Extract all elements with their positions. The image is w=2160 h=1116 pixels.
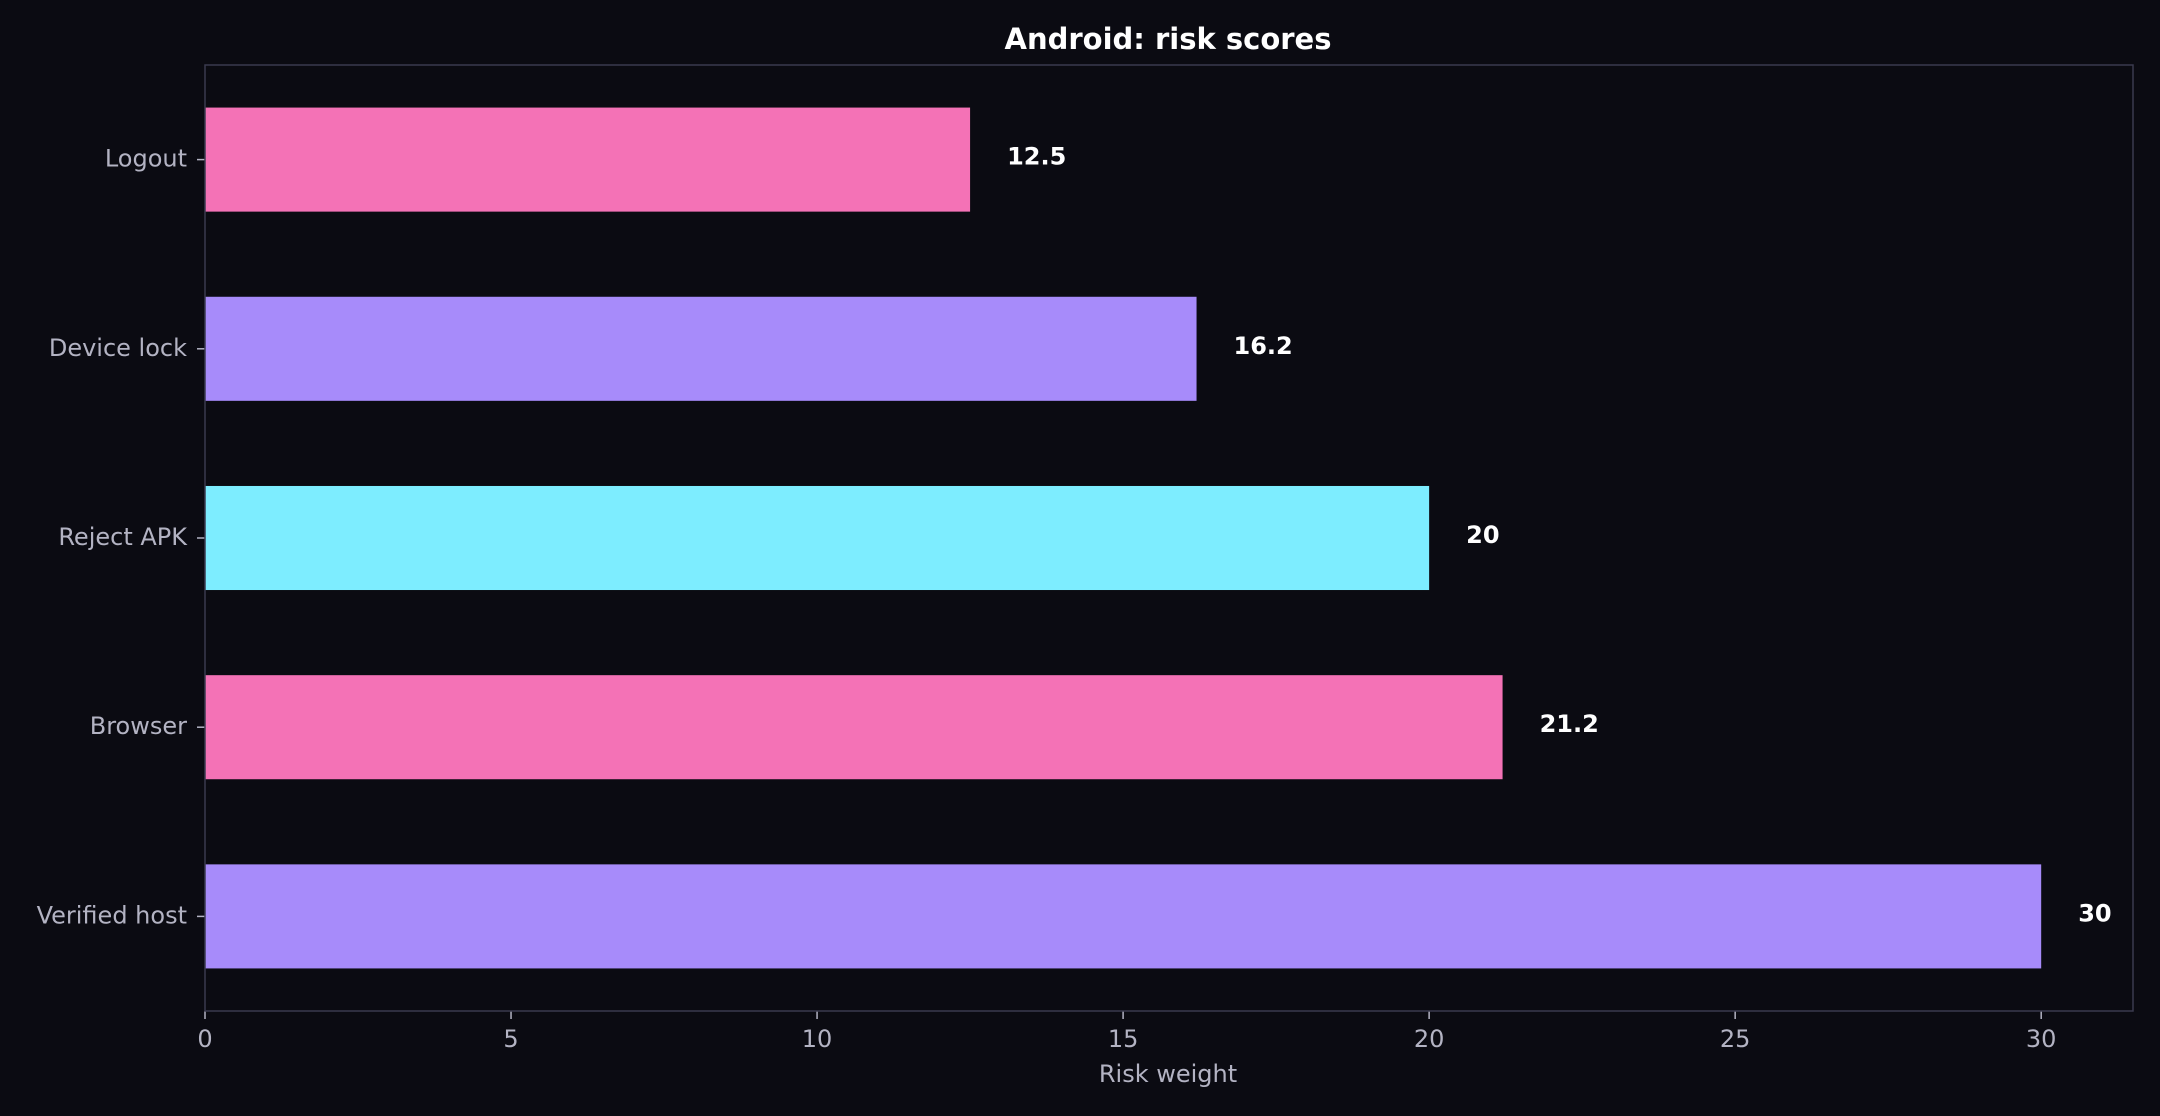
x-tick-label-0: 0 [197,1025,212,1053]
data-label-reject-apk: 20 [1466,521,1499,549]
y-tick-label-reject-apk: Reject APK [58,523,188,551]
x-tick-label-30: 30 [2026,1025,2057,1053]
chart-title: Android: risk scores [1005,22,1332,56]
data-label-verified-host: 30 [2078,899,2111,927]
data-labels-layer: 12.5 16.2 20 21.2 30 [1007,143,2112,928]
x-axis-label: Risk weight [1099,1060,1237,1088]
bar-reject-apk [205,485,1430,591]
data-label-device-lock: 16.2 [1234,332,1293,360]
axes-frame [204,64,2134,1012]
bar-browser [205,675,1503,780]
x-tick-label-5: 5 [503,1025,518,1053]
bar-device-lock [205,296,1197,401]
y-tick-label-logout: Logout [105,145,187,173]
x-axis-ticks: 0 5 10 15 20 25 30 [197,1011,2056,1053]
y-tick-label-device-lock: Device lock [49,334,187,362]
x-tick-label-20: 20 [1414,1025,1445,1053]
data-label-logout: 12.5 [1007,143,1066,171]
x-tick-label-10: 10 [802,1025,833,1053]
bar-verified-host [205,864,2042,969]
data-label-browser: 21.2 [1540,710,1599,738]
y-axis-ticks: Logout Device lock Reject APK Browser Verifi… [37,145,205,929]
bars-layer [205,107,2042,969]
x-tick-label-15: 15 [1108,1025,1139,1053]
y-tick-label-browser: Browser [90,712,187,740]
bar-logout [205,107,971,212]
y-tick-label-verified-host: Verified host [37,901,187,929]
x-tick-label-25: 25 [1720,1025,1751,1053]
